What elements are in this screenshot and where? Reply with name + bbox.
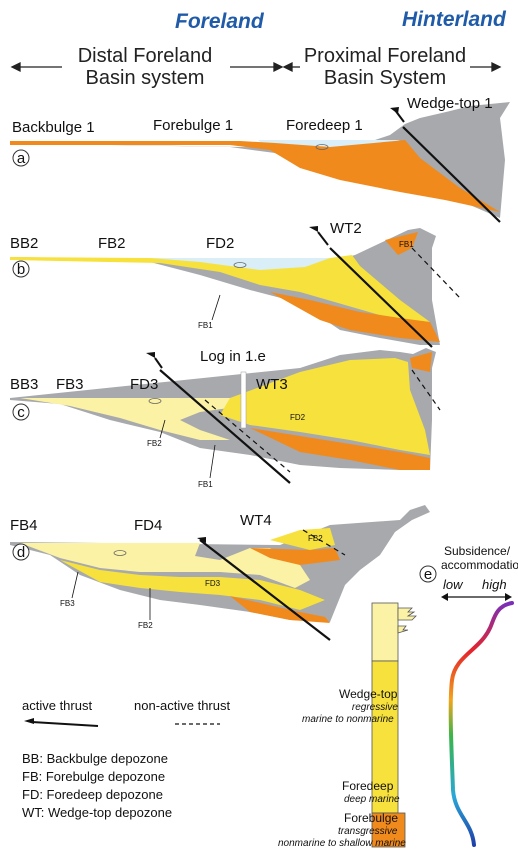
log-wedge-top-unit	[371, 602, 399, 662]
fb2-wedge-label: FB2	[308, 534, 323, 543]
wedge-top-desc-2: marine to nonmarine	[302, 714, 394, 725]
fd2-fill	[220, 358, 430, 455]
panel-e: e Subsidence/ accommodation low high Wed…	[278, 544, 518, 849]
non-active-thrust	[411, 247, 461, 299]
distal-system-label-1: Distal Foreland	[78, 45, 213, 67]
fish-icon	[148, 398, 162, 404]
high-label: high	[482, 577, 507, 592]
fb2-label: FB2	[147, 439, 162, 448]
bb2-label: BB2	[10, 235, 38, 252]
fb1-label: FB1	[198, 321, 213, 330]
foreland-heading: Foreland	[175, 10, 265, 33]
distal-system-label-2: Basin system	[86, 67, 205, 89]
wt2-fb1-fill	[385, 232, 418, 255]
thrust-arrowhead	[309, 226, 318, 232]
fd4-label: FD4	[134, 517, 162, 534]
fb1-fill	[250, 428, 430, 470]
non-active-thrust	[302, 529, 346, 556]
fd3-label: FD3	[205, 579, 221, 588]
fb1-fill	[270, 292, 440, 342]
fd-legend: FD: Foredeep depozone	[22, 787, 163, 802]
forebulge-desc-1: transgressive	[338, 826, 398, 837]
forebulge-1-label: Forebulge 1	[153, 117, 233, 134]
panel-b: b BB2 FB2 FD2 WT2 FB1 FB1	[10, 220, 461, 348]
subsidence-title-1: Subsidence/	[444, 544, 511, 558]
panel-b-letter: b	[17, 261, 25, 278]
foredeep-label: Foredeep	[342, 779, 394, 793]
fd4-fill	[20, 543, 310, 588]
fb2-label: FB2	[138, 621, 153, 630]
fish-icon	[233, 262, 247, 268]
active-thrust	[402, 126, 501, 223]
fb2-label: FB2	[98, 235, 126, 252]
foredeep-1-fill	[10, 140, 500, 212]
fb3-label: FB3	[60, 599, 75, 608]
forebulge-label: Forebulge	[344, 811, 398, 825]
active-thrust-legend-line	[31, 721, 99, 727]
fb1-in-wedge-label: FB1	[399, 240, 414, 249]
backbulge-1-label: Backbulge 1	[12, 119, 95, 136]
panel-a: a Backbulge 1 Forebulge 1 Foredeep 1 Wed…	[10, 95, 510, 223]
wt4-label: WT4	[240, 512, 272, 529]
fd3-label: FD3	[130, 376, 158, 393]
panel-d: d FB4 FD4 WT4 FB2 FD3 FB3 FB2	[10, 505, 430, 641]
wedge-top-desc-1: regressive	[352, 702, 399, 713]
fish-icon	[113, 550, 127, 556]
bb-legend: BB: Backbulge depozone	[22, 751, 168, 766]
non-active-thrust	[204, 399, 291, 473]
thrust-arrowhead	[197, 537, 206, 543]
subsidence-title-2: accommodation	[441, 558, 518, 572]
fd2-fill	[10, 255, 430, 322]
wt2-label: WT2	[330, 220, 362, 237]
bb3-label: BB3	[10, 376, 38, 393]
log-forebulge-unit	[371, 812, 406, 848]
proximal-system-label-2: Basin System	[324, 67, 446, 89]
active-thrust	[159, 369, 291, 484]
fd2-label: FD2	[290, 413, 306, 422]
hinterland-heading: Hinterland	[402, 8, 507, 31]
wedge-top-1-label: Wedge-top 1	[407, 95, 493, 112]
forebulge-desc-2: nonmarine to shallow marine	[278, 838, 406, 849]
fb2-lower-fill	[230, 596, 330, 623]
fb2-wedge-fill	[270, 528, 335, 550]
panel-c: c BB3 FB3 FD3 WT3 Log in 1.e FD2 FB2 FB1	[10, 348, 441, 489]
basement-label: Basement	[398, 199, 448, 211]
foredeep-1-label: Foredeep 1	[286, 117, 363, 134]
distal-extent-arrow	[10, 61, 284, 73]
panel-d-letter: d	[17, 544, 25, 561]
panel-a-letter: a	[17, 150, 26, 167]
wt3-label: WT3	[256, 376, 288, 393]
fb-legend: FB: Forebulge depozone	[22, 769, 165, 784]
active-thrust	[199, 539, 331, 641]
wt-legend: WT: Wedge-top depozone	[22, 805, 172, 820]
non-active-thrust-legend-label: non-active thrust	[134, 698, 230, 713]
fb4-label: FB4	[10, 517, 38, 534]
log-location-marker	[240, 371, 247, 429]
fd2-label: FD2	[206, 235, 234, 252]
fd3-fill	[60, 560, 325, 610]
panel-c-letter: c	[17, 404, 25, 421]
non-active-thrust	[411, 369, 441, 411]
active-thrust-legend-label: active thrust	[22, 698, 92, 713]
fish-icon	[315, 144, 329, 150]
thrust-arrowhead	[146, 352, 155, 358]
fb1-label: FB1	[198, 480, 213, 489]
foredeep-desc: deep marine	[344, 794, 400, 805]
legend: active thrust non-active thrust BB: Back…	[22, 698, 230, 820]
wt3-fb-fill	[410, 352, 432, 372]
fb3-label: FB3	[56, 376, 84, 393]
wedge-top-label: Wedge-top	[339, 687, 398, 701]
active-thrust	[329, 247, 433, 348]
fb3-wedge-fill	[250, 548, 340, 565]
proximal-extent-arrow	[282, 61, 502, 73]
panel-e-letter: e	[424, 566, 432, 583]
proximal-system-label-1: Proximal Foreland	[304, 45, 466, 67]
low-label: low	[443, 577, 464, 592]
log-foredeep-unit	[371, 660, 399, 814]
log-in-1e-label: Log in 1.e	[200, 348, 266, 365]
subsidence-curve	[448, 601, 514, 847]
